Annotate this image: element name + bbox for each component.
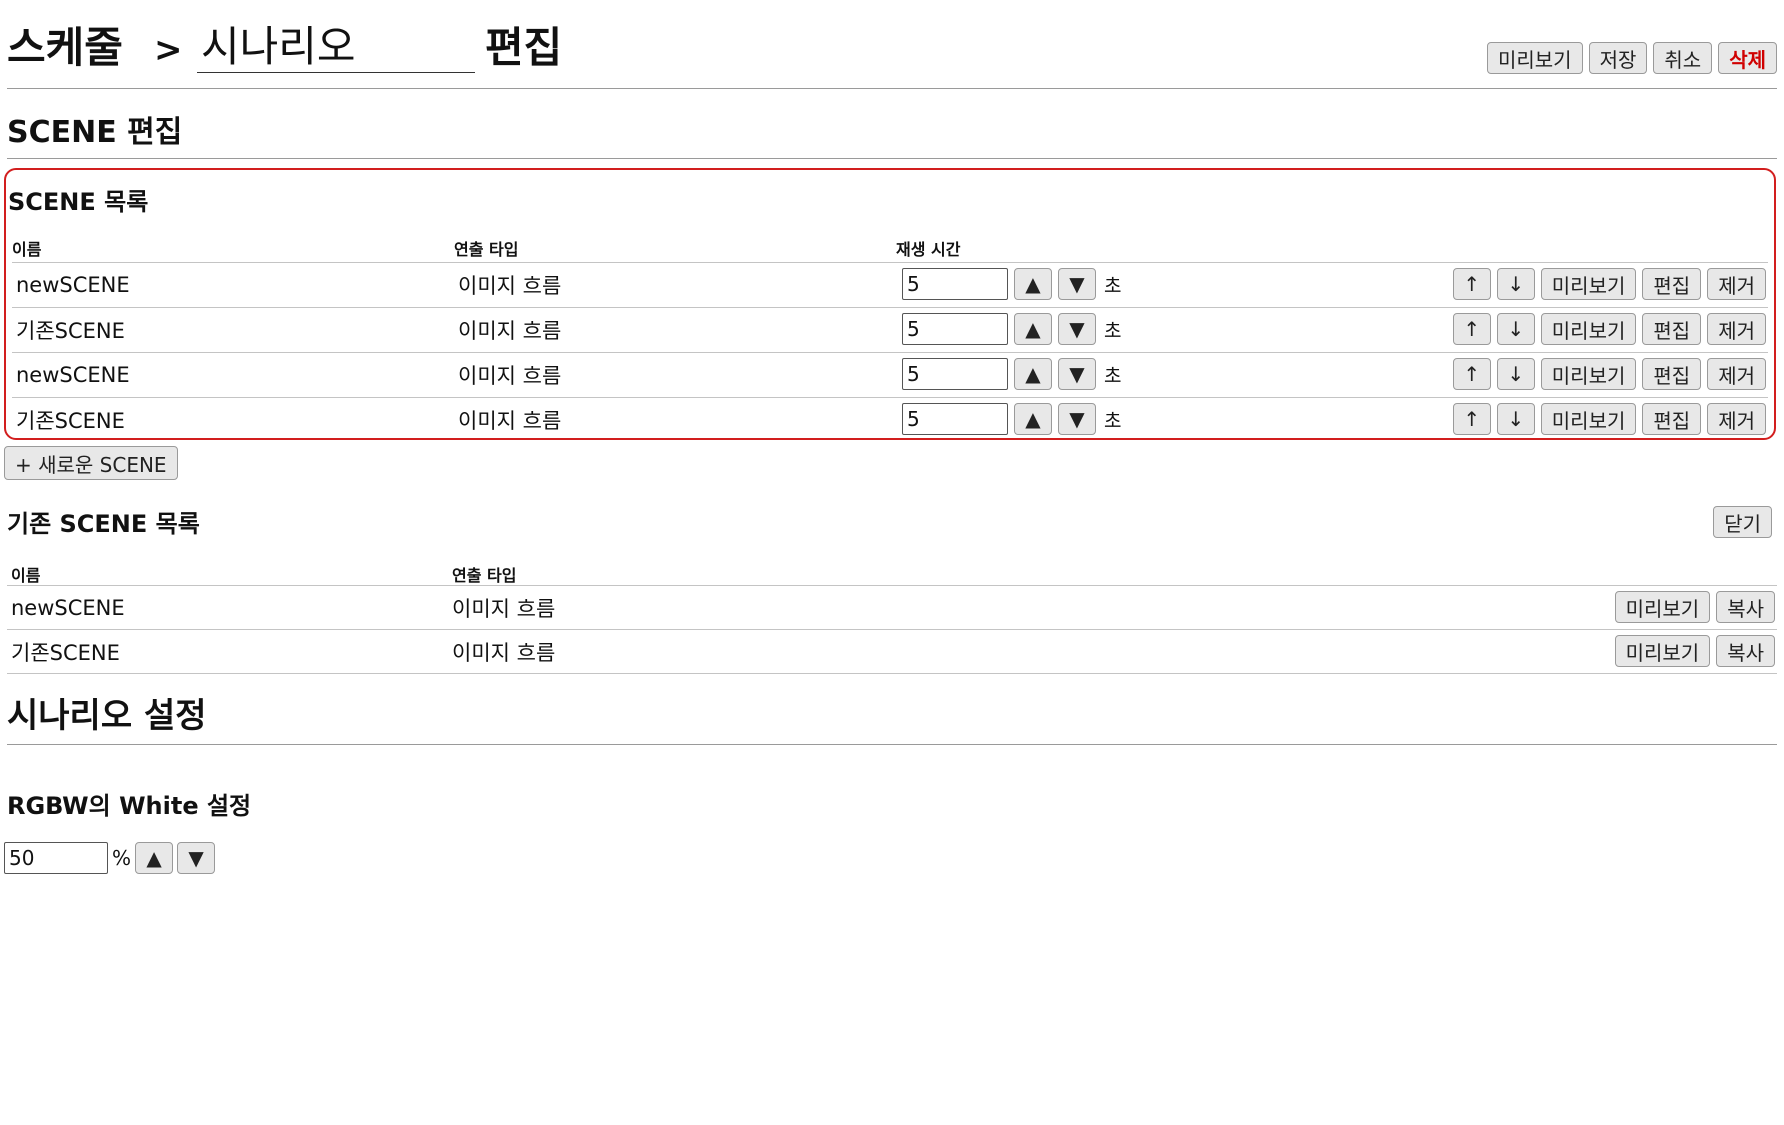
decrement-button[interactable]: ▼ <box>1058 358 1096 390</box>
column-header-play-time: 재생 시간 <box>896 240 961 259</box>
existing-scene-row: 기존SCENE 이미지 흐름 미리보기 복사 <box>7 629 1777 674</box>
seconds-unit: 초 <box>1104 409 1122 432</box>
seconds-unit: 초 <box>1104 274 1122 297</box>
increment-button[interactable]: ▲ <box>1014 268 1052 300</box>
scene-edit-button[interactable]: 편집 <box>1642 313 1702 345</box>
existing-scene-row-actions: 미리보기 복사 <box>1614 635 1775 667</box>
play-time-input[interactable] <box>902 268 1008 300</box>
existing-scene-row-actions: 미리보기 복사 <box>1614 591 1775 623</box>
scene-edit-button[interactable]: 편집 <box>1642 403 1702 435</box>
white-setting-title: RGBW의 White 설정 <box>7 792 252 820</box>
scene-effect-type: 이미지 흐름 <box>458 364 562 388</box>
play-time-control: ▲ ▼ 초 <box>902 403 1121 435</box>
play-time-control: ▲ ▼ 초 <box>902 268 1121 300</box>
scene-name: newSCENE <box>16 363 130 387</box>
scenario-name-input[interactable] <box>197 22 475 73</box>
scene-row-actions: ↑ ↓ 미리보기 편집 제거 <box>1452 403 1766 435</box>
scene-edit-heading: SCENE 편집 <box>7 110 1777 159</box>
move-up-button[interactable]: ↑ <box>1452 358 1491 390</box>
decrement-button[interactable]: ▼ <box>1058 313 1096 345</box>
scene-row: 기존SCENE 이미지 흐름 ▲ ▼ 초 ↑ ↓ 미리보기 편집 제거 <box>12 397 1768 441</box>
increment-button[interactable]: ▲ <box>135 842 174 874</box>
move-up-button[interactable]: ↑ <box>1452 268 1491 300</box>
increment-button[interactable]: ▲ <box>1014 403 1052 435</box>
cancel-button[interactable]: 취소 <box>1653 42 1713 74</box>
page-header: 스케줄 > 편집 미리보기 저장 취소 삭제 <box>7 18 1777 89</box>
scene-name: 기존SCENE <box>16 409 125 433</box>
header-actions: 미리보기 저장 취소 삭제 <box>1486 42 1777 74</box>
scene-preview-button[interactable]: 미리보기 <box>1540 403 1637 435</box>
close-button[interactable]: 닫기 <box>1713 506 1772 538</box>
scenario-settings-heading: 시나리오 설정 <box>7 690 1777 745</box>
decrement-button[interactable]: ▼ <box>177 842 216 874</box>
scene-row-actions: ↑ ↓ 미리보기 편집 제거 <box>1452 268 1766 300</box>
increment-button[interactable]: ▲ <box>1014 358 1052 390</box>
page-title-edit: 편집 <box>485 23 563 72</box>
scene-name: newSCENE <box>16 273 130 297</box>
move-down-button[interactable]: ↓ <box>1496 268 1535 300</box>
scene-row: newSCENE 이미지 흐름 ▲ ▼ 초 ↑ ↓ 미리보기 편집 제거 <box>12 262 1768 306</box>
increment-button[interactable]: ▲ <box>1014 313 1052 345</box>
column-header-effect-type: 연출 타입 <box>454 240 519 259</box>
scene-list-title: SCENE 목록 <box>8 188 149 216</box>
column-header-name: 이름 <box>11 566 41 585</box>
scene-remove-button[interactable]: 제거 <box>1707 358 1766 390</box>
copy-button[interactable]: 복사 <box>1716 635 1775 667</box>
preview-button[interactable]: 미리보기 <box>1486 42 1583 74</box>
scene-remove-button[interactable]: 제거 <box>1707 403 1766 435</box>
scene-row: newSCENE 이미지 흐름 ▲ ▼ 초 ↑ ↓ 미리보기 편집 제거 <box>12 352 1768 396</box>
scene-remove-button[interactable]: 제거 <box>1707 313 1766 345</box>
column-header-effect-type: 연출 타입 <box>452 566 517 585</box>
scene-name: 기존SCENE <box>11 641 120 665</box>
move-up-button[interactable]: ↑ <box>1452 313 1491 345</box>
decrement-button[interactable]: ▼ <box>1058 268 1096 300</box>
scene-preview-button[interactable]: 미리보기 <box>1540 313 1637 345</box>
scene-effect-type: 이미지 흐름 <box>452 641 556 665</box>
play-time-control: ▲ ▼ 초 <box>902 313 1121 345</box>
existing-scene-preview-button[interactable]: 미리보기 <box>1614 635 1711 667</box>
save-button[interactable]: 저장 <box>1588 42 1648 74</box>
decrement-button[interactable]: ▼ <box>1058 403 1096 435</box>
existing-scene-list-title: 기존 SCENE 목록 <box>7 510 200 538</box>
scene-effect-type: 이미지 흐름 <box>452 597 556 621</box>
scene-list-panel: SCENE 목록 이름 연출 타입 재생 시간 newSCENE 이미지 흐름 … <box>4 168 1776 440</box>
play-time-control: ▲ ▼ 초 <box>902 358 1121 390</box>
white-level-control: % ▲ ▼ <box>4 842 216 874</box>
play-time-input[interactable] <box>902 358 1008 390</box>
scene-edit-button[interactable]: 편집 <box>1642 268 1702 300</box>
seconds-unit: 초 <box>1104 364 1122 387</box>
scene-remove-button[interactable]: 제거 <box>1707 268 1766 300</box>
scene-preview-button[interactable]: 미리보기 <box>1540 358 1637 390</box>
white-level-input[interactable] <box>4 842 108 874</box>
breadcrumb-separator: > <box>154 30 183 70</box>
scene-edit-button[interactable]: 편집 <box>1642 358 1702 390</box>
scene-preview-button[interactable]: 미리보기 <box>1540 268 1637 300</box>
move-down-button[interactable]: ↓ <box>1496 358 1535 390</box>
column-header-name: 이름 <box>12 240 42 259</box>
scene-effect-type: 이미지 흐름 <box>458 274 562 298</box>
existing-scene-preview-button[interactable]: 미리보기 <box>1614 591 1711 623</box>
delete-button[interactable]: 삭제 <box>1718 42 1777 74</box>
play-time-input[interactable] <box>902 403 1008 435</box>
move-down-button[interactable]: ↓ <box>1496 313 1535 345</box>
copy-button[interactable]: 복사 <box>1716 591 1775 623</box>
scene-name: newSCENE <box>11 596 125 620</box>
scene-name: 기존SCENE <box>16 319 125 343</box>
move-up-button[interactable]: ↑ <box>1452 403 1491 435</box>
scene-row-actions: ↑ ↓ 미리보기 편집 제거 <box>1452 358 1766 390</box>
existing-scene-row: newSCENE 이미지 흐름 미리보기 복사 <box>7 585 1777 629</box>
scene-effect-type: 이미지 흐름 <box>458 319 562 343</box>
scene-row: 기존SCENE 이미지 흐름 ▲ ▼ 초 ↑ ↓ 미리보기 편집 제거 <box>12 307 1768 351</box>
percent-unit: % <box>112 846 132 870</box>
scene-effect-type: 이미지 흐름 <box>458 409 562 433</box>
move-down-button[interactable]: ↓ <box>1496 403 1535 435</box>
play-time-input[interactable] <box>902 313 1008 345</box>
breadcrumb-schedule[interactable]: 스케줄 <box>7 23 123 72</box>
seconds-unit: 초 <box>1104 319 1122 342</box>
add-scene-button[interactable]: + 새로운 SCENE <box>4 446 178 480</box>
scene-row-actions: ↑ ↓ 미리보기 편집 제거 <box>1452 313 1766 345</box>
